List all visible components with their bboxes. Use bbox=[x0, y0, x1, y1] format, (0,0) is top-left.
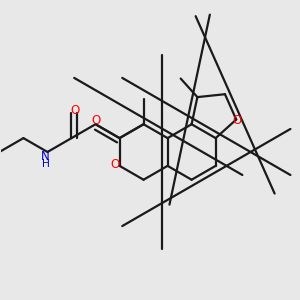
Text: O: O bbox=[110, 158, 119, 171]
Text: O: O bbox=[92, 114, 101, 127]
Text: N: N bbox=[41, 150, 50, 164]
Text: H: H bbox=[41, 159, 50, 169]
Text: O: O bbox=[232, 114, 242, 127]
Text: O: O bbox=[71, 104, 80, 117]
